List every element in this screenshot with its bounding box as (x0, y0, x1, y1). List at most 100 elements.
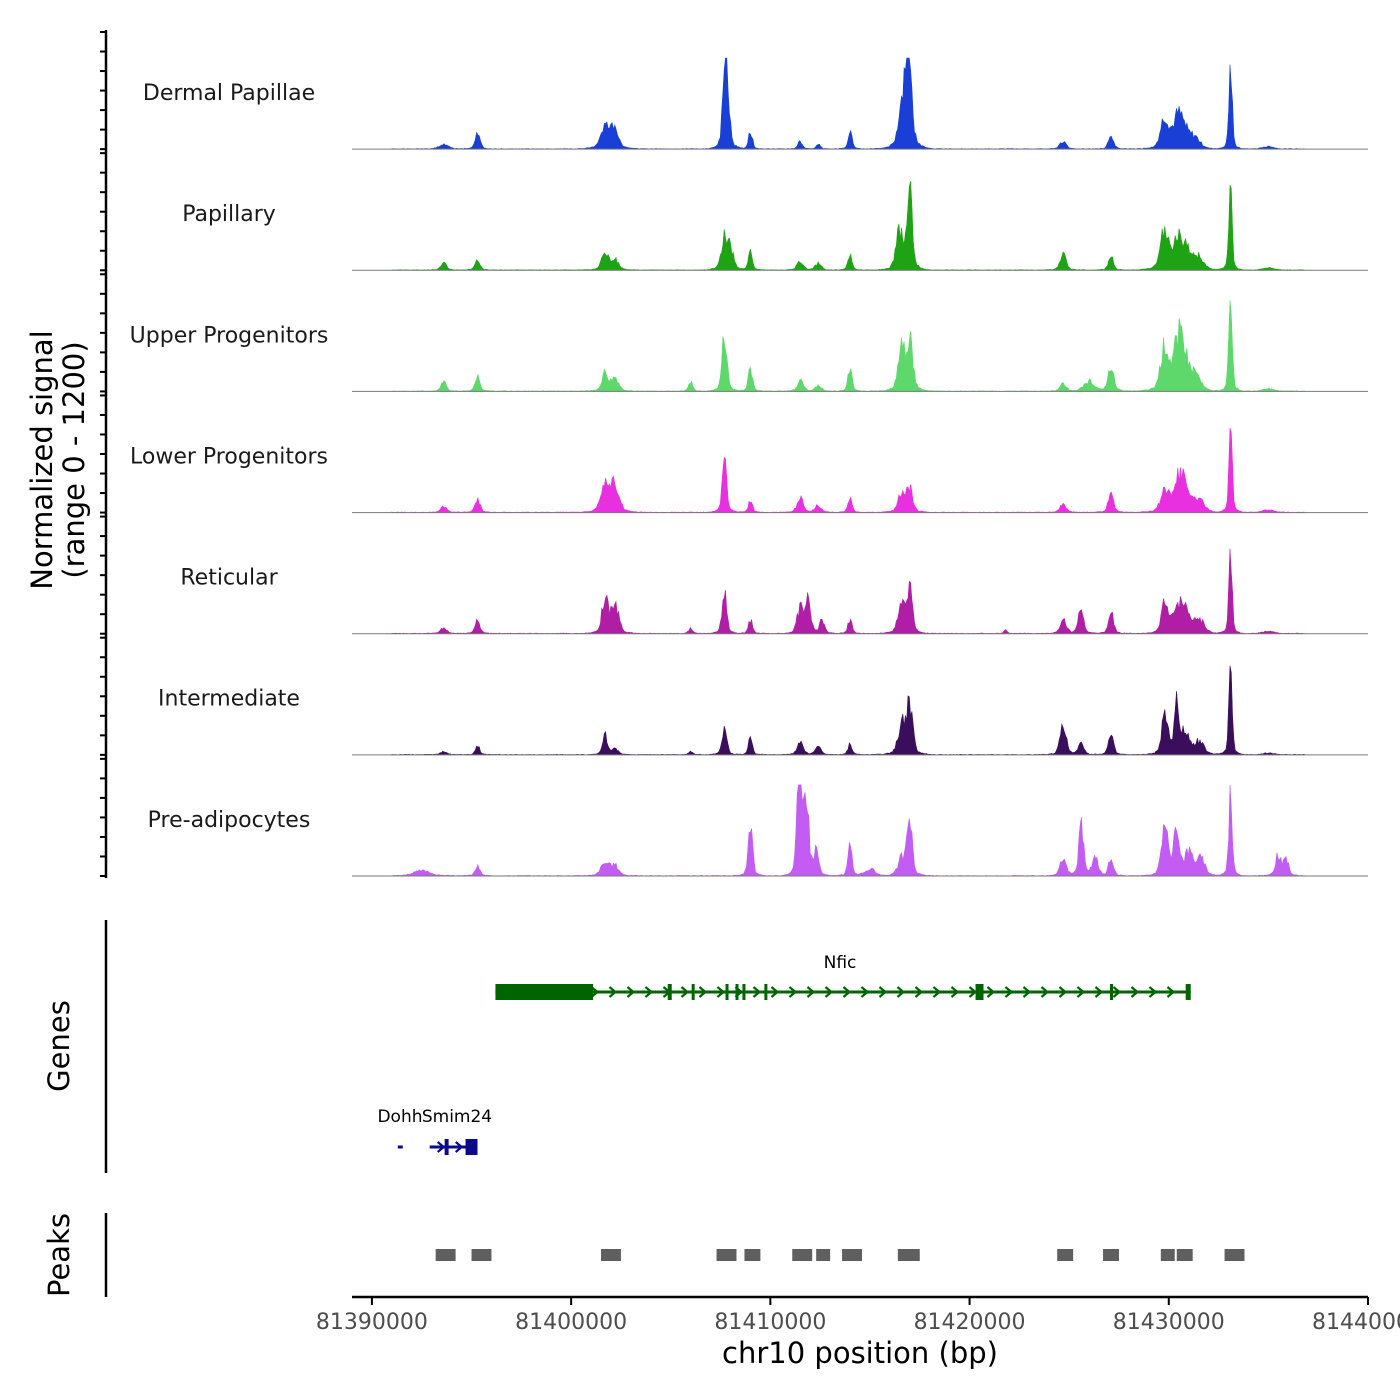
x-tick-label: 81400000 (515, 1310, 627, 1335)
strand-arrow (608, 986, 618, 998)
strand-arrow (950, 986, 960, 998)
genes-axis-title: Genes (42, 1000, 76, 1092)
peak-region (716, 1249, 737, 1261)
signal-area (391, 784, 1305, 877)
strand-arrow (932, 986, 942, 998)
signal-area (391, 300, 1305, 392)
x-tick-label: 81430000 (1113, 1310, 1225, 1335)
exon (1110, 984, 1114, 1000)
signal-area (391, 665, 1305, 756)
gene-nfic: Nfic (495, 953, 1191, 1000)
strand-arrow (1148, 986, 1158, 998)
peaks-axis-title: Peaks (42, 1213, 76, 1297)
gene-label: Dohh (377, 1107, 422, 1127)
peak-region (1160, 1249, 1175, 1261)
gene-smim24: Smim24 (422, 1107, 492, 1155)
strand-arrow (454, 1141, 464, 1153)
y-axis-title-line1: Normalized signal (25, 330, 59, 589)
exon (1185, 984, 1191, 1000)
strand-arrow (1058, 986, 1068, 998)
exon (735, 984, 739, 1000)
peak-region (1103, 1249, 1119, 1261)
exon (465, 1139, 478, 1155)
track-intermediate: Intermediate (100, 636, 1368, 756)
track-dermal-papillae: Dermal Papillae (100, 31, 1368, 151)
strand-arrow (698, 986, 708, 998)
strand-arrow (842, 986, 852, 998)
strand-arrow (914, 986, 924, 998)
exon (444, 1139, 449, 1155)
strand-arrow (1040, 986, 1050, 998)
genes-section: Genes Nfic Dohh Smim24 (42, 920, 1191, 1173)
strand-arrow (644, 986, 654, 998)
strand-arrow (1130, 986, 1140, 998)
exon (667, 984, 672, 1000)
peak-region (435, 1249, 456, 1261)
track-label: Papillary (182, 202, 276, 227)
strand-arrow (752, 986, 762, 998)
strand-arrow (788, 986, 798, 998)
track-lower-progenitors: Lower Progenitors (100, 394, 1368, 514)
strand-arrow (716, 986, 726, 998)
signal-area (391, 548, 1305, 635)
x-tick-label: 81420000 (914, 1310, 1026, 1335)
y-axis-title: Normalized signal (range 0 - 1200) (25, 330, 91, 589)
signal-area (391, 427, 1305, 513)
peak-region (1224, 1249, 1245, 1261)
strand-arrow (770, 986, 780, 998)
signal-area (391, 181, 1305, 271)
track-label: Reticular (180, 566, 278, 591)
strand-arrow (986, 986, 996, 998)
gene-label: Nfic (824, 953, 857, 973)
exon (742, 984, 746, 1000)
track-label: Dermal Papillae (143, 81, 315, 106)
x-ticks: 81390000 81400000 81410000 81420000 81430000… (316, 1297, 1400, 1335)
x-tick-label: 81390000 (316, 1310, 428, 1335)
peak-region (842, 1249, 862, 1261)
peak-region (816, 1249, 831, 1261)
strand-arrow (824, 986, 834, 998)
gene-dohh: Dohh (377, 1107, 423, 1149)
signal-area (391, 57, 1305, 150)
peak-region (744, 1249, 761, 1261)
track-reticular: Reticular (100, 515, 1368, 635)
peak-region (792, 1249, 813, 1261)
strand-arrow (626, 986, 636, 998)
exon (764, 984, 768, 1000)
track-label: Pre-adipocytes (148, 808, 311, 833)
peak-region (897, 1249, 920, 1261)
strand-arrow (1112, 986, 1122, 998)
peak-region (471, 1249, 492, 1261)
strand-arrow (806, 986, 816, 998)
strand-arrow (1004, 986, 1014, 998)
track-label: Lower Progenitors (130, 444, 328, 469)
x-axis: 81390000 81400000 81410000 81420000 81430000… (316, 1295, 1400, 1370)
strand-arrow (1022, 986, 1032, 998)
strand-arrow (1076, 986, 1086, 998)
strand-arrow (680, 986, 690, 998)
exon (691, 984, 695, 1000)
strand-arrow (860, 986, 870, 998)
exon (725, 984, 729, 1000)
peak-region (1176, 1249, 1193, 1261)
track-upper-progenitors: Upper Progenitors (100, 273, 1368, 393)
strand-arrow (590, 986, 600, 998)
gene-label: Smim24 (422, 1107, 492, 1127)
gene-models: Nfic Dohh Smim24 (377, 953, 1191, 1155)
strand-arrow (1166, 986, 1176, 998)
track-label: Upper Progenitors (130, 323, 329, 348)
peaks-section: Peaks (42, 1213, 1245, 1297)
peak-region (601, 1249, 621, 1261)
peak-region (1057, 1249, 1074, 1261)
track-papillary: Papillary (100, 152, 1368, 272)
peak-regions (435, 1249, 1245, 1261)
track-pre-adipocytes: Pre-adipocytes (100, 757, 1368, 877)
strand-arrow (1094, 986, 1104, 998)
exon (495, 984, 594, 1000)
track-label: Intermediate (158, 687, 300, 712)
y-axis-title-line2: (range 0 - 1200) (57, 341, 91, 578)
x-tick-label: 81410000 (714, 1310, 826, 1335)
x-axis-title: chr10 position (bp) (722, 1336, 998, 1370)
strand-arrow (878, 986, 888, 998)
